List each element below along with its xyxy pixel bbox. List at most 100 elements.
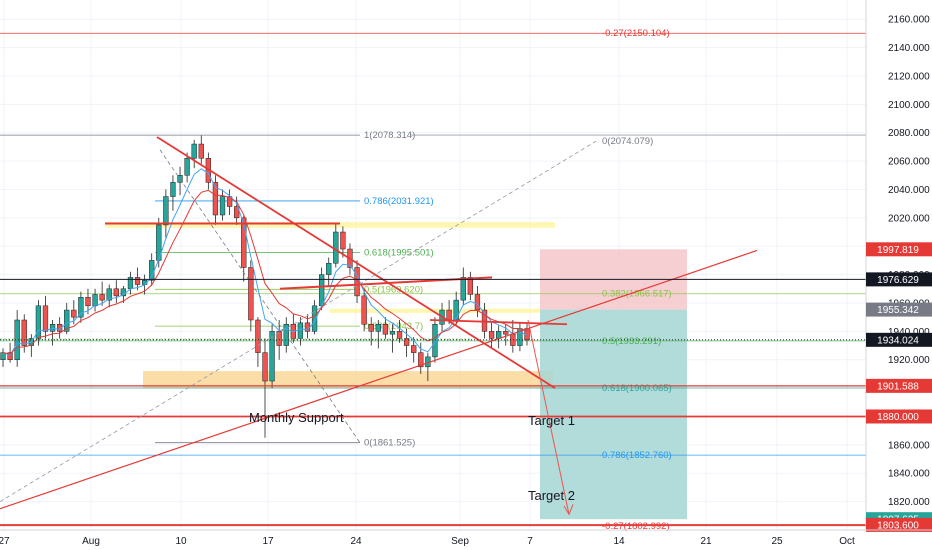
fib2-level-label: 0.786(1852.760) [602, 450, 672, 461]
price-axis-tick-label: 1940.000 [888, 327, 930, 338]
candle-body [92, 294, 98, 307]
candle-body [85, 297, 91, 307]
time-axis-tick-label: 24 [350, 536, 362, 547]
candle-body [184, 157, 190, 176]
candle-body [389, 331, 396, 335]
candle-body [403, 338, 410, 346]
entry-line [429, 319, 568, 326]
fib-ext-label: 0(2074.079) [602, 136, 653, 147]
price-tag-label: 1955.342 [877, 305, 919, 316]
monthly-support-annotation: Monthly Support [249, 410, 344, 425]
candle-body [99, 294, 105, 301]
price-axis-tick-label: 2160.000 [888, 15, 930, 26]
price-axis-tick-label: 2080.000 [888, 128, 930, 139]
grid-layer [0, 0, 866, 530]
candle-body [0, 352, 6, 360]
candle-body [297, 322, 304, 339]
fib1-level-label: 0(1861.525) [364, 438, 415, 449]
candle-body [241, 217, 247, 268]
candle-body [368, 324, 374, 332]
candle-body [198, 143, 204, 159]
candle-body [396, 331, 403, 339]
price-tag-label: 1976.629 [877, 275, 919, 286]
fib2-level-label: -0.27(1802.992) [602, 521, 670, 532]
candle-body [7, 352, 13, 360]
price-axis-tick-label: 2120.000 [888, 71, 930, 82]
candle-body [326, 262, 332, 275]
candle-body [234, 206, 240, 219]
candle-body [269, 331, 275, 382]
time-axis-tick-label: Aug [82, 536, 100, 547]
price-tag-label: 1934.024 [877, 335, 919, 346]
price-tag-box [866, 378, 932, 393]
candle-body [411, 345, 417, 353]
candle-body [503, 331, 509, 335]
extension-diagonal-dash [0, 140, 597, 502]
candle-body [474, 294, 481, 311]
candle-body [481, 309, 488, 332]
candle-body [248, 267, 254, 321]
candle-body [78, 297, 84, 318]
descending-trend-line [156, 136, 556, 389]
candle-body [113, 288, 119, 297]
price-axis-tick-label: 1860.000 [888, 440, 930, 451]
time-axis-tick-label: 21 [700, 536, 712, 547]
candle-body [488, 331, 495, 339]
price-tag-box [866, 517, 932, 532]
price-axis: 1820.0001840.0001860.0001880.0001900.000… [865, 0, 932, 532]
resistance-zone [105, 222, 555, 228]
price-axis-tick-label: 1840.000 [888, 469, 930, 480]
price-tag-label: 1803.600 [877, 520, 919, 531]
fib-label-top: -0.27(2150.104) [602, 28, 670, 39]
fib1-level-label: 0.618(1995.501) [364, 248, 434, 259]
candle-body [510, 333, 516, 346]
price-axis-tick-label: 2100.000 [888, 100, 930, 111]
candle-body [460, 277, 466, 301]
price-tag-box [866, 332, 932, 347]
candle-body [170, 182, 176, 197]
price-axis-tick-label: 1820.000 [888, 497, 930, 508]
fib-layer: -0.27(2150.104) 1(2078.314) 0.786(2031.921… [0, 28, 866, 532]
fib2-level-label: 0.618(1900.065) [602, 383, 672, 394]
time-axis-tick-label: 14 [613, 536, 625, 547]
fib2-level-label: 0.5(1933.291) [602, 336, 661, 347]
price-axis-tick-label: 1920.000 [888, 355, 930, 366]
candle-body [276, 331, 282, 346]
candle-body [432, 324, 438, 358]
fib2-level-label: 0.382(1966.517) [602, 289, 672, 300]
candle-body [212, 182, 219, 216]
candle-body [467, 277, 474, 295]
candle-body [226, 196, 233, 207]
price-tag-label: 1880.000 [877, 412, 919, 423]
moving-average-line [2, 189, 528, 355]
candle-layer [0, 135, 530, 438]
candle-body [106, 288, 112, 301]
time-axis-tick-label: 27 [0, 536, 10, 547]
candle-body [219, 196, 226, 216]
price-axis-tick-label: 2040.000 [888, 185, 930, 196]
zones-layer [105, 222, 687, 520]
fib1-level-label: 1(2078.314) [364, 130, 415, 141]
trend-lines-layer [0, 136, 866, 526]
candle-body [375, 324, 381, 332]
candle-body [453, 299, 459, 321]
ascending-trend-line [0, 249, 758, 510]
time-axis-tick-label: Oct [839, 536, 855, 547]
price-tag-label: 1997.819 [877, 245, 919, 256]
candle-body [340, 231, 346, 250]
price-axis-tick-label: 2140.000 [888, 43, 930, 54]
candle-body [42, 305, 49, 332]
price-tag-box [866, 242, 932, 257]
candle-body [35, 305, 42, 339]
price-tag-label: 1901.588 [877, 381, 919, 392]
moving-average-line [2, 168, 528, 356]
projection-arrow [527, 319, 570, 515]
target-2-annotation: Target 2 [528, 488, 575, 503]
projection-arrow-head [563, 504, 574, 516]
candle-body [21, 319, 27, 346]
candle-body [446, 309, 452, 321]
support-zone [143, 371, 553, 389]
candle-body [163, 196, 169, 226]
time-axis-tick-label: 17 [262, 536, 274, 547]
